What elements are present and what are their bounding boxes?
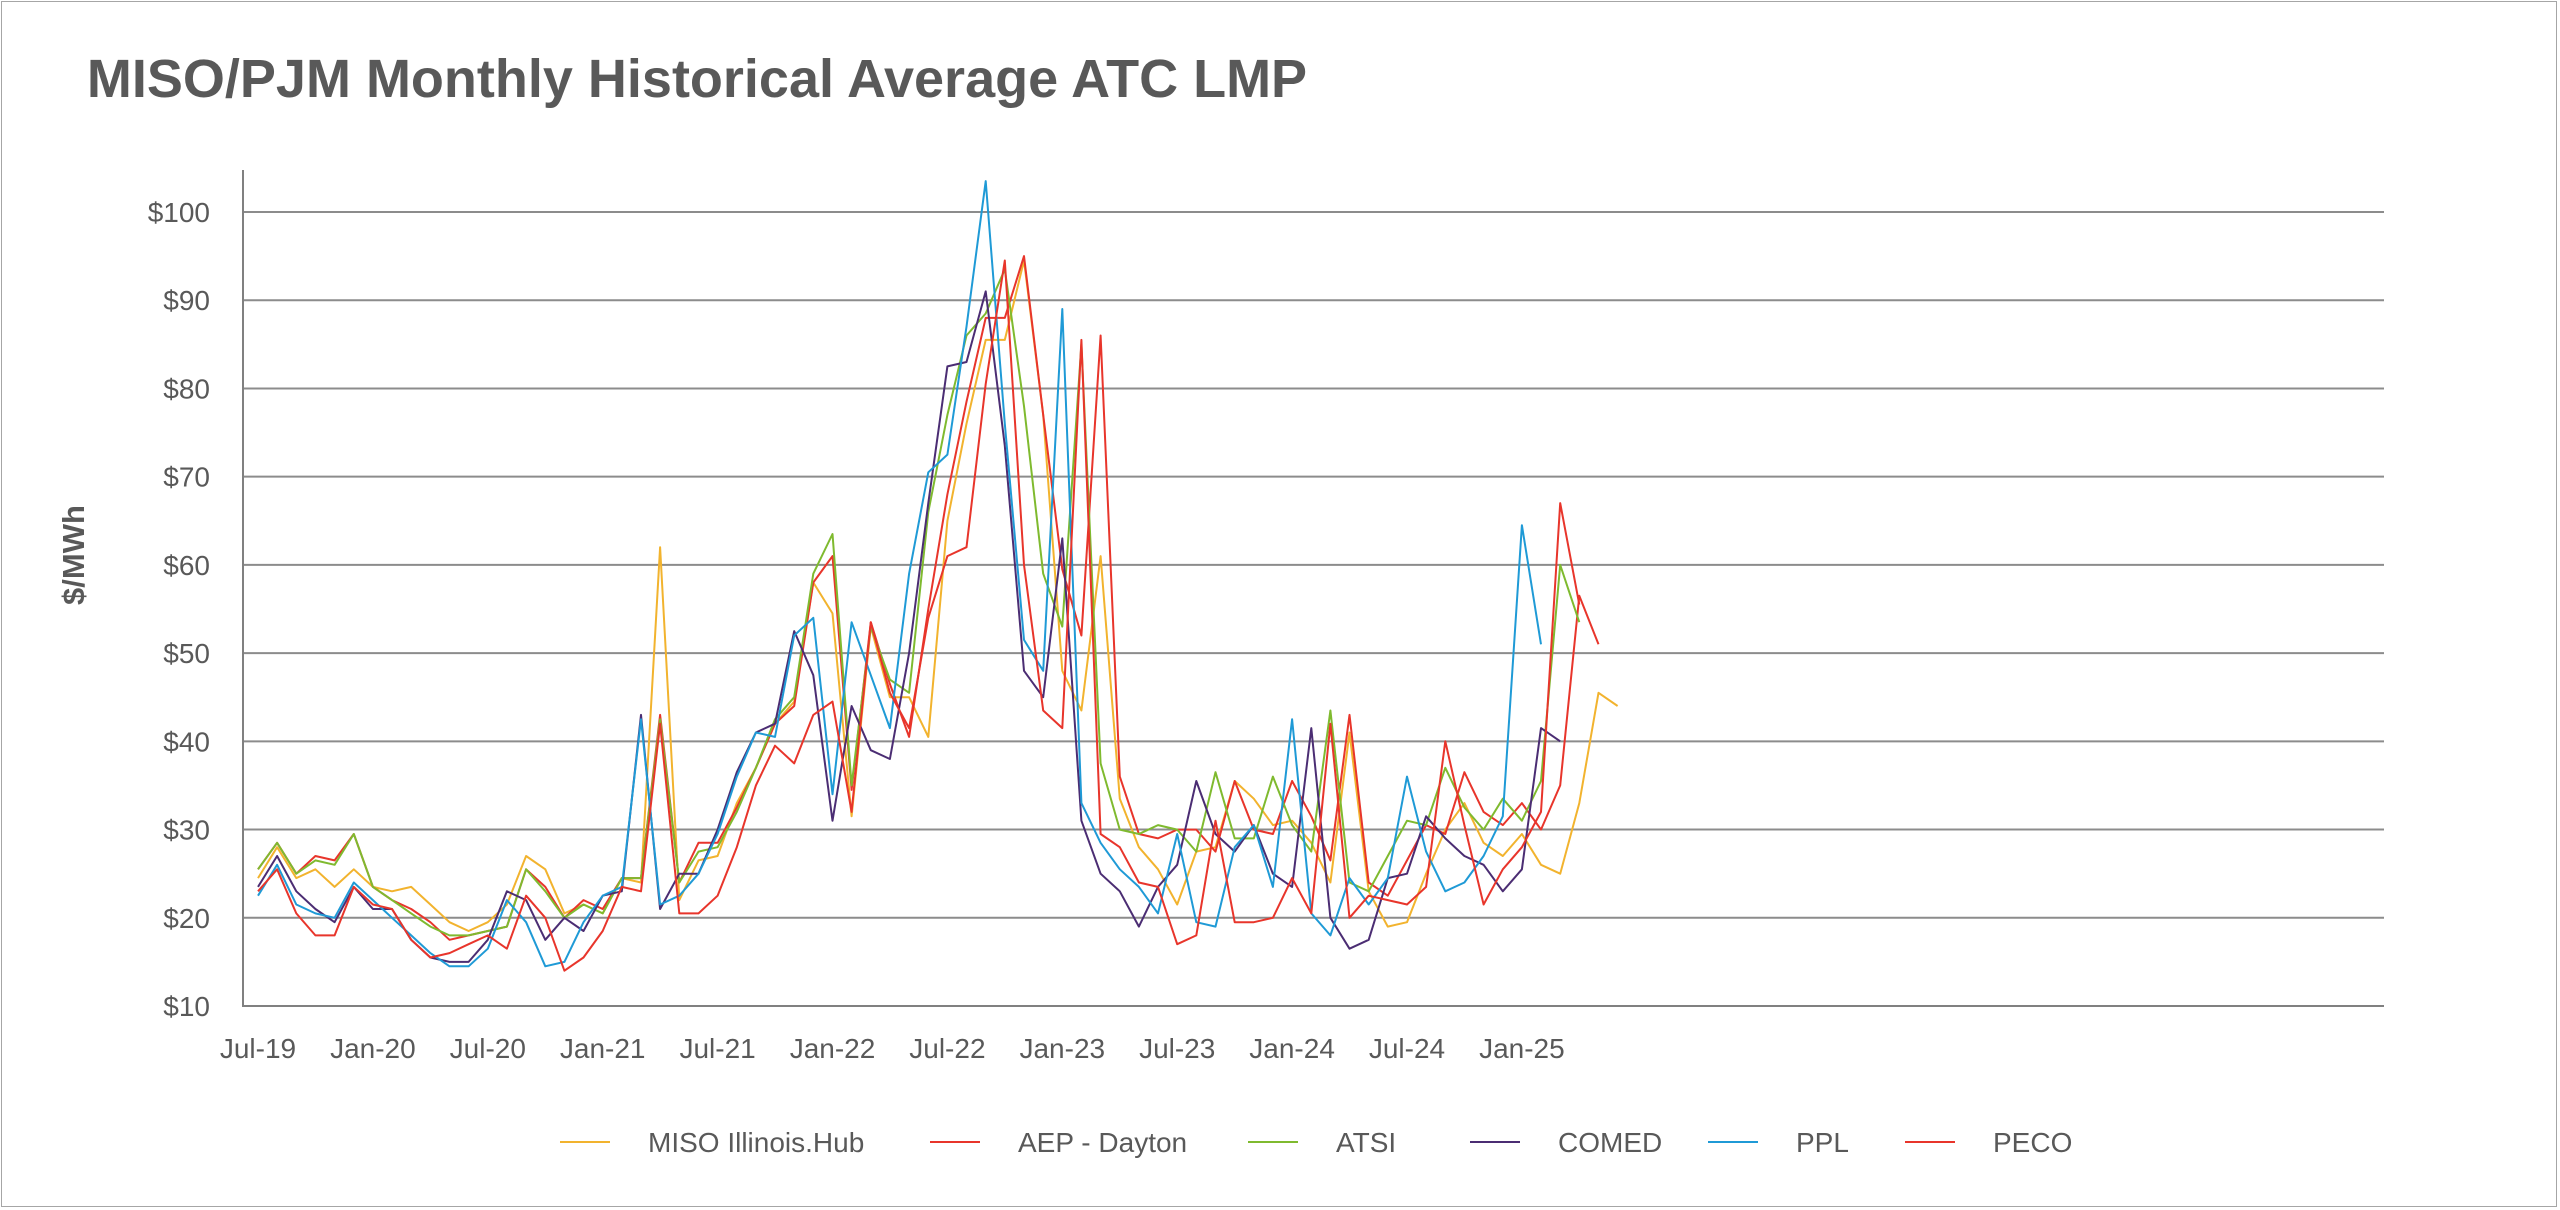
legend-label: MISO Illinois.Hub [648, 1127, 864, 1158]
y-tick-label: $90 [163, 285, 210, 316]
y-tick-label: $50 [163, 638, 210, 669]
legend-label: PECO [1993, 1127, 2072, 1158]
y-tick-label: $30 [163, 815, 210, 846]
y-tick-label: $20 [163, 903, 210, 934]
legend-label: COMED [1558, 1127, 1662, 1158]
x-tick-label: Jul-24 [1369, 1033, 1445, 1064]
y-tick-label: $60 [163, 550, 210, 581]
series-lines [257, 180, 1619, 972]
x-tick-label: Jan-21 [560, 1033, 646, 1064]
y-tick-label: $80 [163, 373, 210, 404]
x-tick-label: Jan-20 [330, 1033, 416, 1064]
series-line-0 [257, 259, 1619, 932]
y-tick-label: $70 [163, 462, 210, 493]
chart-title: MISO/PJM Monthly Historical Average ATC … [86, 49, 1308, 109]
legend: MISO Illinois.Hub AEP - Dayton ATSI COMED PP… [560, 1127, 2072, 1158]
x-tick-label: Jan-24 [1249, 1033, 1335, 1064]
legend-label: PPL [1796, 1127, 1849, 1158]
x-tick-label: Jan-22 [790, 1033, 876, 1064]
series-line-3 [257, 290, 1561, 963]
axes: $10 $20 $30 $40 $50 $60 $70 $80 $90 $100 $/MWh Jul-… [56, 170, 1565, 1064]
y-tick-label: $100 [148, 197, 210, 228]
series-line-4 [257, 180, 1542, 968]
x-tick-label: Jul-20 [450, 1033, 526, 1064]
series-line-2 [257, 268, 1581, 937]
legend-label: ATSI [1336, 1127, 1396, 1158]
x-tick-label: Jan-23 [1019, 1033, 1105, 1064]
y-tick-label: $40 [163, 726, 210, 757]
x-tick-label: Jul-23 [1139, 1033, 1215, 1064]
x-tick-label: Jul-21 [679, 1033, 755, 1064]
series-line-5 [257, 259, 1581, 972]
y-tick-label: $10 [163, 991, 210, 1022]
x-tick-label: Jul-19 [220, 1033, 296, 1064]
x-tick-label: Jan-25 [1479, 1033, 1565, 1064]
y-axis-title: $/MWh [56, 505, 91, 605]
legend-label: AEP - Dayton [1018, 1127, 1187, 1158]
x-tick-label: Jul-22 [909, 1033, 985, 1064]
